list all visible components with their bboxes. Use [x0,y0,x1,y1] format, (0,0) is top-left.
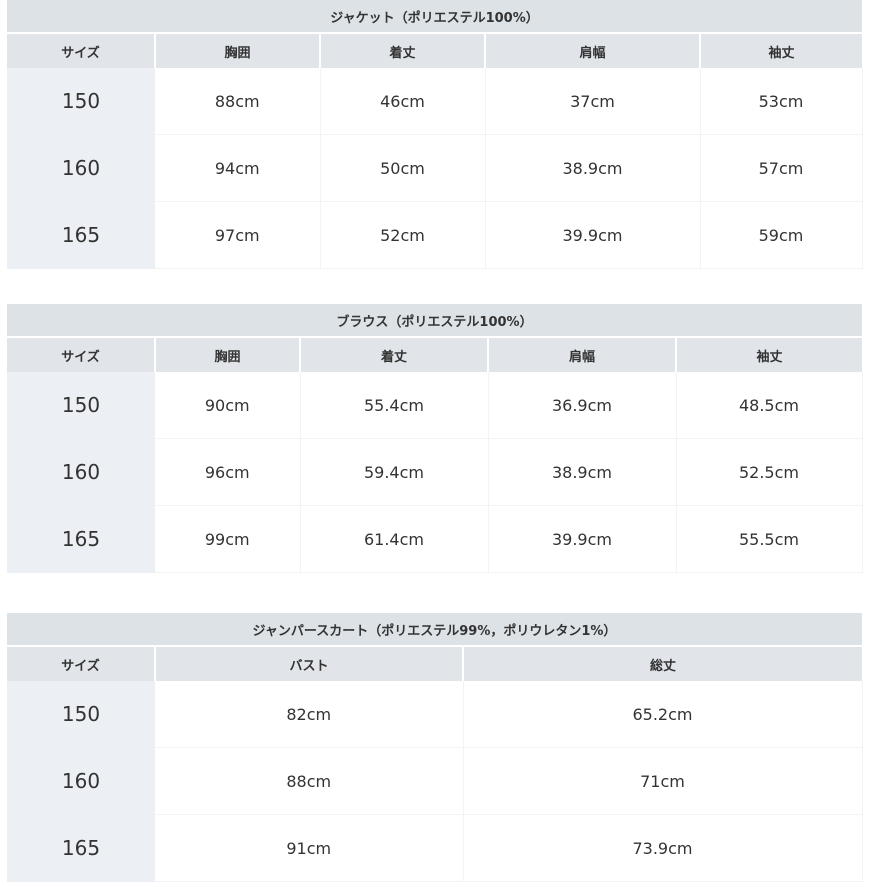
cell: 59cm [700,201,863,269]
size-cell: 165 [7,814,155,882]
cell: 39.9cm [488,505,677,573]
cell: 73.9cm [463,814,863,882]
jacket-size-table: ジャケット（ポリエステル100%） サイズ 胸囲 着丈 肩幅 袖丈 150 88c… [7,0,863,269]
column-header: 着丈 [300,337,489,372]
cell: 46cm [320,68,486,135]
table-row: 165 99cm 61.4cm 39.9cm 55.5cm [7,505,863,573]
table-title: ジャンパースカート（ポリエステル99%，ポリウレタン1%） [7,613,862,647]
column-header: 胸囲 [155,337,301,372]
table-row: 165 91cm 73.9cm [7,814,863,882]
table-row: 150 88cm 46cm 37cm 53cm [7,68,863,135]
table-row: 160 88cm 71cm [7,747,863,815]
column-header: サイズ [7,33,156,68]
column-header: 肩幅 [485,33,701,68]
cell: 39.9cm [485,201,701,269]
table-title: ジャケット（ポリエステル100%） [7,0,862,34]
column-header: バスト [155,646,464,681]
cell: 61.4cm [300,505,489,573]
cell: 57cm [700,134,863,202]
size-cell: 165 [7,505,155,573]
table-row: 150 90cm 55.4cm 36.9cm 48.5cm [7,372,863,439]
table-row: 150 82cm 65.2cm [7,681,863,748]
cell: 65.2cm [463,681,863,748]
table-row: 165 97cm 52cm 39.9cm 59cm [7,201,863,269]
cell: 36.9cm [488,372,677,439]
cell: 38.9cm [485,134,701,202]
blouse-size-table: ブラウス（ポリエステル100%） サイズ 胸囲 着丈 肩幅 袖丈 150 90cm… [7,304,863,573]
column-header: サイズ [7,337,156,372]
jumper-skirt-size-table: ジャンパースカート（ポリエステル99%，ポリウレタン1%） サイズ バスト 総丈… [7,613,863,882]
cell: 88cm [155,68,321,135]
column-header: サイズ [7,646,156,681]
column-header: 着丈 [320,33,486,68]
size-cell: 160 [7,438,155,506]
cell: 50cm [320,134,486,202]
size-cell: 150 [7,68,155,135]
cell: 88cm [155,747,464,815]
size-cell: 160 [7,747,155,815]
cell: 97cm [155,201,321,269]
cell: 82cm [155,681,464,748]
size-cell: 160 [7,134,155,202]
cell: 71cm [463,747,863,815]
cell: 55.4cm [300,372,489,439]
size-cell: 165 [7,201,155,269]
column-header: 肩幅 [488,337,677,372]
cell: 37cm [485,68,701,135]
cell: 48.5cm [676,372,863,439]
column-header: 胸囲 [155,33,321,68]
cell: 94cm [155,134,321,202]
column-header: 総丈 [463,646,862,681]
cell: 96cm [155,438,301,506]
cell: 38.9cm [488,438,677,506]
cell: 59.4cm [300,438,489,506]
column-header: 袖丈 [700,33,862,68]
cell: 90cm [155,372,301,439]
size-cell: 150 [7,372,155,439]
cell: 55.5cm [676,505,863,573]
size-cell: 150 [7,681,155,748]
column-header: 袖丈 [676,337,862,372]
cell: 91cm [155,814,464,882]
table-row: 160 96cm 59.4cm 38.9cm 52.5cm [7,438,863,506]
table-row: 160 94cm 50cm 38.9cm 57cm [7,134,863,202]
cell: 52.5cm [676,438,863,506]
cell: 53cm [700,68,863,135]
cell: 52cm [320,201,486,269]
cell: 99cm [155,505,301,573]
table-title: ブラウス（ポリエステル100%） [7,304,862,338]
